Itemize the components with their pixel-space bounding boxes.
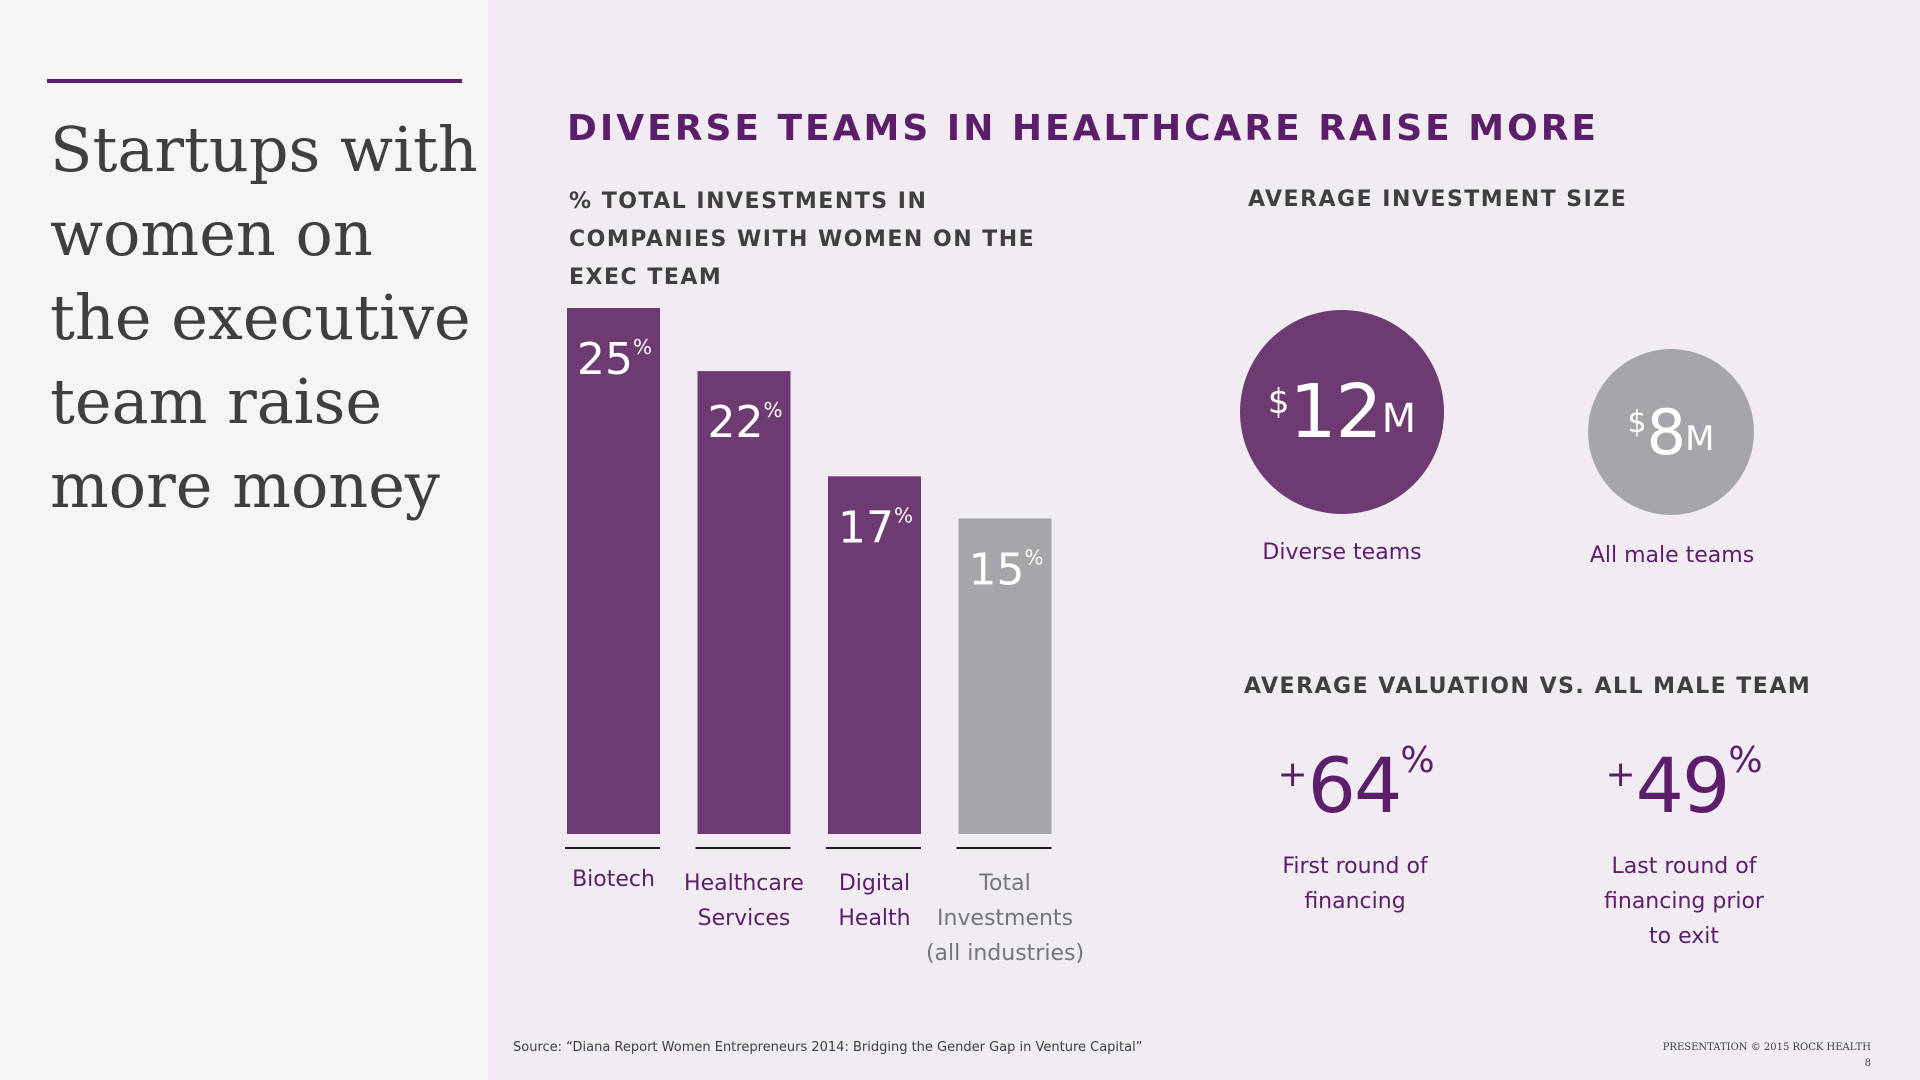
first-plus: +	[1277, 754, 1308, 795]
footer-copyright: PRESENTATION © 2015 ROCK HEALTH	[1662, 1042, 1871, 1053]
bar-3	[958, 518, 1052, 834]
male-investment-circle: $ 8 M	[1588, 349, 1754, 515]
male-value: 8	[1646, 395, 1686, 469]
male-unit: M	[1685, 419, 1715, 459]
chart-title: % TOTAL INVESTMENTS IN COMPANIES WITH WO…	[569, 189, 1036, 290]
category-label-line: Services	[697, 906, 791, 931]
category-label-line: Digital	[838, 871, 911, 896]
last-caption-line: financing prior	[1604, 889, 1764, 914]
last-caption-line: Last round of	[1611, 854, 1757, 879]
source-citation: Source: “Diana Report Women Entrepreneur…	[513, 1040, 1143, 1055]
last-round-caption: Last round of financing prior to exit	[1564, 849, 1804, 954]
category-label: Digital Health	[795, 866, 955, 936]
first-round-caption: First round of financing	[1235, 849, 1475, 919]
headline-rule	[47, 79, 462, 83]
left-panel	[0, 0, 488, 1080]
diverse-investment-circle: $ 12 M	[1240, 310, 1444, 514]
bar-baseline-1	[695, 847, 791, 849]
category-label-line: Biotech	[572, 867, 655, 892]
main-title: DIVERSE TEAMS IN HEALTHCARE RAISE MORE	[567, 108, 1599, 149]
category-label: Healthcare Services	[664, 866, 824, 936]
page-number: 8	[1864, 1058, 1871, 1069]
category-label: Total Investments (all industries)	[925, 866, 1085, 971]
bar-baseline-0	[565, 847, 660, 849]
bar-value-label: 15%	[969, 544, 1044, 595]
category-label-line: Investments	[936, 906, 1074, 931]
footer: PRESENTATION © 2015 ROCK HEALTH 8	[1663, 1040, 1871, 1072]
first-caption-line: financing	[1304, 889, 1406, 914]
bar-1	[697, 371, 791, 834]
bar-2	[828, 476, 921, 834]
male-caption: All male teams	[1589, 543, 1755, 568]
last-pct: %	[1728, 740, 1763, 781]
bar-value-label: 25%	[577, 334, 652, 385]
diverse-value: 12	[1289, 369, 1382, 455]
headline: Startups with women on the executive tea…	[50, 113, 478, 522]
avg-investment-label: AVERAGE INVESTMENT SIZE	[1248, 187, 1628, 212]
last-round-stat: +49%	[1574, 740, 1794, 830]
bar-baseline-2	[826, 847, 921, 849]
diverse-currency: $	[1267, 382, 1290, 422]
bar-value-label: 17%	[838, 502, 913, 553]
category-label: Biotech	[534, 862, 694, 897]
last-value: 49	[1635, 741, 1731, 830]
diverse-caption: Diverse teams	[1262, 540, 1422, 565]
bar-value-label: 22%	[708, 397, 783, 448]
avg-valuation-label: AVERAGE VALUATION VS. ALL MALE TEAM	[1244, 674, 1812, 699]
bar-baseline-3	[956, 847, 1052, 849]
diverse-unit: M	[1381, 396, 1417, 442]
bar-0	[567, 308, 660, 834]
last-plus: +	[1605, 754, 1636, 795]
category-label-line: Total	[979, 871, 1031, 896]
first-pct: %	[1400, 740, 1435, 781]
category-label-line: (all industries)	[925, 941, 1085, 966]
category-label-line: Healthcare	[684, 871, 804, 896]
first-caption-line: First round of	[1282, 854, 1428, 879]
first-value: 64	[1307, 741, 1403, 830]
first-round-stat: +64%	[1246, 740, 1466, 830]
category-label-line: Health	[838, 906, 911, 931]
male-currency: $	[1627, 405, 1647, 440]
last-caption-line: to exit	[1649, 924, 1719, 949]
